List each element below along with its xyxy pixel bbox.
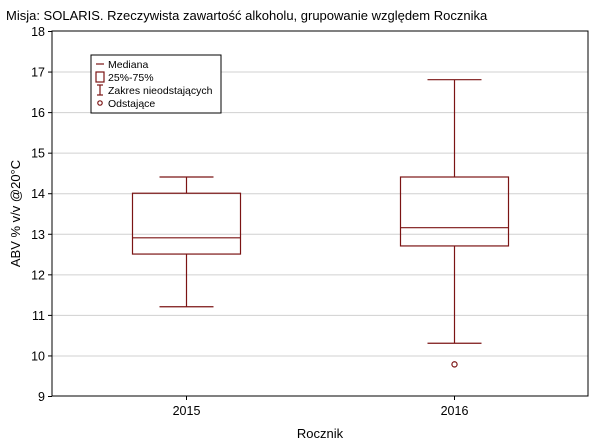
y-tick-label: 18: [31, 25, 45, 39]
legend-label: Odstające: [108, 98, 155, 110]
y-tick-label: 17: [31, 66, 45, 80]
iqr-box: [399, 176, 510, 247]
legend-box-symbol: [95, 71, 105, 83]
box-2016: [399, 79, 510, 368]
box-2015: [131, 176, 242, 308]
legend-box: [90, 54, 222, 114]
y-axis-label: ABV % v/v @20°C: [8, 160, 23, 267]
y-tick-label: 9: [38, 390, 45, 404]
y-tick-label: 10: [31, 349, 45, 363]
outlier-point: [451, 361, 458, 368]
boxes: [131, 79, 510, 368]
x-tick-label: 2015: [173, 404, 201, 418]
y-tick-label: 14: [31, 187, 45, 201]
x-tick-label: 2016: [441, 404, 469, 418]
legend-label: 25%-75%: [108, 72, 154, 84]
chart-title: Misja: SOLARIS. Rzeczywista zawartość al…: [6, 8, 488, 23]
legend-outlier-symbol: [97, 100, 103, 106]
y-tick-label: 16: [31, 106, 45, 120]
legend-label: Zakres nieodstających: [108, 85, 213, 97]
x-axis: 2015 2016: [173, 396, 469, 418]
legend-label: Mediana: [108, 59, 148, 71]
x-axis-label: Rocznik: [297, 426, 344, 441]
y-tick-label: 15: [31, 147, 45, 161]
y-tick-label: 12: [31, 268, 45, 282]
plot-area: [51, 30, 589, 397]
y-tick-label: 11: [32, 309, 45, 323]
y-tick-label: 13: [31, 228, 45, 242]
iqr-box: [131, 192, 242, 255]
y-axis: 9 10 11 12 13 14 15 16 17 18: [31, 25, 52, 404]
